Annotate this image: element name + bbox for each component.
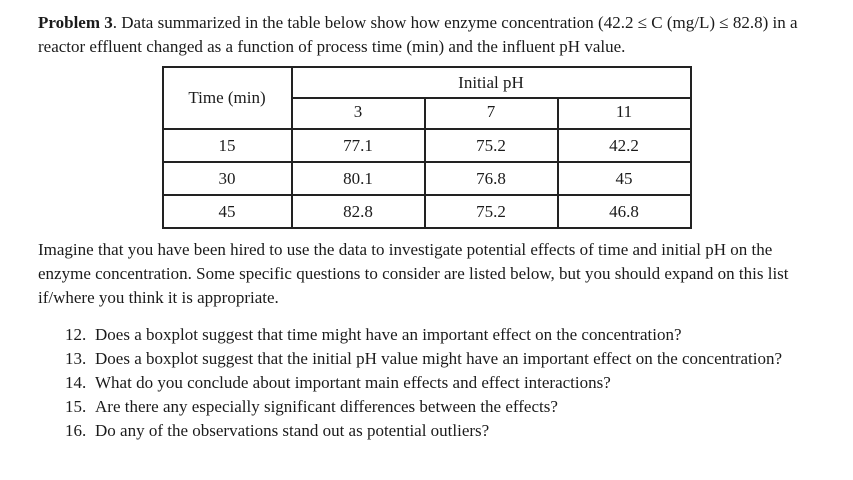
time-cell: 45 xyxy=(161,194,293,229)
question-text: Does a boxplot suggest that the initial … xyxy=(95,349,783,368)
enzyme-concentration-table: Time (min) Initial pH 3 7 11 15 77.1 75.… xyxy=(161,66,692,229)
question-number: 12. xyxy=(65,325,87,344)
list-item: 16. Do any of the observations stand out… xyxy=(38,419,815,443)
table-row: 15 77.1 75.2 42.2 xyxy=(161,128,692,163)
question-number: 14. xyxy=(65,373,87,392)
problem-statement: Problem 3. Data summarized in the table … xyxy=(38,11,815,59)
time-cell: 15 xyxy=(161,128,293,163)
value-cell: 75.2 xyxy=(423,128,559,163)
table-row: 45 82.8 75.2 46.8 xyxy=(161,194,692,229)
ph-level-cell: 11 xyxy=(556,97,692,130)
value-cell: 77.1 xyxy=(290,128,426,163)
list-item: 15. Are there any especially significant… xyxy=(38,395,815,419)
table-header-row: Time (min) Initial pH xyxy=(161,66,692,130)
value-cell: 82.8 xyxy=(290,194,426,229)
list-item: 14. What do you conclude about important… xyxy=(38,371,815,395)
value-cell: 45 xyxy=(556,161,692,196)
time-header-cell: Time (min) xyxy=(161,66,293,130)
question-text: Do any of the observations stand out as … xyxy=(95,421,490,440)
value-cell: 80.1 xyxy=(290,161,426,196)
ph-level-cell: 7 xyxy=(423,97,559,130)
value-cell: 75.2 xyxy=(423,194,559,229)
question-text: Are there any especially significant dif… xyxy=(95,397,558,416)
ph-level-cell: 3 xyxy=(290,97,426,130)
question-number: 15. xyxy=(65,397,87,416)
question-list: 12. Does a boxplot suggest that time mig… xyxy=(38,323,815,443)
list-item: 12. Does a boxplot suggest that time mig… xyxy=(38,323,815,347)
question-number: 16. xyxy=(65,421,87,440)
question-text: Does a boxplot suggest that time might h… xyxy=(95,325,682,344)
value-cell: 76.8 xyxy=(423,161,559,196)
value-cell: 46.8 xyxy=(556,194,692,229)
list-item: 13. Does a boxplot suggest that the init… xyxy=(38,347,815,371)
value-cell: 42.2 xyxy=(556,128,692,163)
ph-levels-row: 3 7 11 xyxy=(163,97,692,130)
question-text: What do you conclude about important mai… xyxy=(95,373,611,392)
problem-statement-text: . Data summarized in the table below sho… xyxy=(38,13,798,56)
table-row: 30 80.1 76.8 45 xyxy=(161,161,692,196)
problem-label: Problem 3 xyxy=(38,13,113,32)
time-cell: 30 xyxy=(161,161,293,196)
initial-ph-group-header-cell: Initial pH xyxy=(290,66,692,99)
question-number: 13. xyxy=(65,349,87,368)
instructions-paragraph: Imagine that you have been hired to use … xyxy=(38,240,789,307)
